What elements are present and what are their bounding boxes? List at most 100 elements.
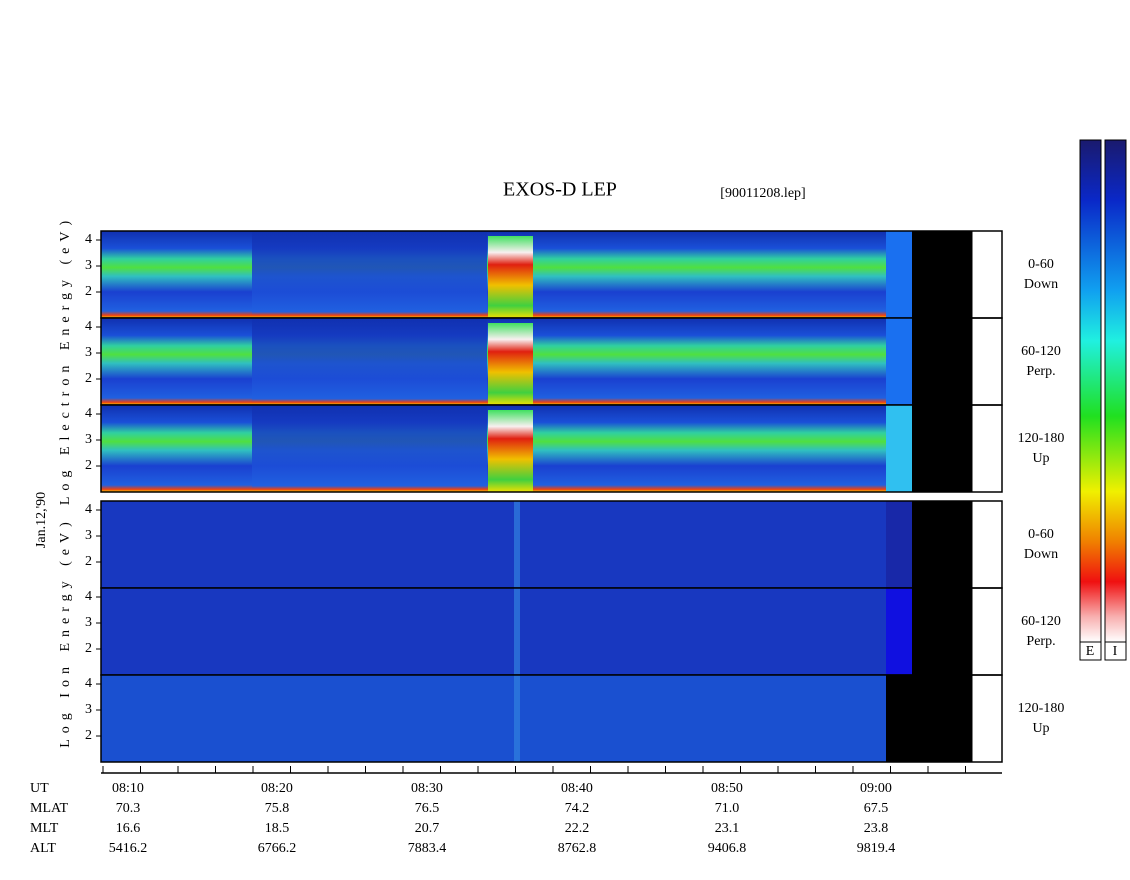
colorbar-ion — [1104, 139, 1127, 643]
spectrogram-gap — [252, 318, 487, 405]
colorbar-box — [1079, 641, 1102, 661]
panel: 2 3 4 120-180 Up — [85, 404, 1065, 493]
black-block — [912, 675, 972, 762]
electron-axis-label: Log Electron Energy (eV) — [58, 215, 73, 505]
spectrogram — [101, 588, 886, 675]
row-value: 20.7 — [415, 821, 440, 836]
panel: 2 3 4 0-60 Down — [85, 230, 1058, 319]
row-value: 16.6 — [116, 821, 141, 836]
y-tick-label: 4 — [85, 676, 92, 691]
pitch-range: 60-120 — [1021, 614, 1061, 629]
panel-frame — [100, 404, 1003, 493]
spectrogram-gap — [252, 405, 487, 492]
spectrogram-block — [886, 318, 912, 405]
spectrogram-block — [886, 675, 912, 762]
y-tick-label: 4 — [85, 502, 92, 517]
pitch-direction: Perp. — [1026, 364, 1055, 379]
pitch-direction: Up — [1032, 451, 1049, 466]
spectrogram-block — [886, 588, 912, 675]
black-block — [912, 318, 972, 405]
row-value: 9819.4 — [857, 841, 896, 856]
pitch-range: 120-180 — [1018, 431, 1065, 446]
spectrogram — [101, 501, 886, 588]
orbit-table: UT 08:10 08:20 08:30 08:40 08:50 09:00 MLAT 70.3… — [30, 781, 895, 856]
spectrogram-hot — [488, 323, 533, 405]
date-label: Jan.12,'90 — [34, 492, 49, 548]
y-tick-label: 3 — [85, 258, 92, 273]
spectrogram-block — [886, 405, 912, 492]
row-label: MLAT — [30, 801, 69, 816]
title: EXOS-D LEP — [503, 179, 617, 201]
black-block — [912, 588, 972, 675]
y-tick-label: 4 — [85, 589, 92, 604]
pitch-range: 120-180 — [1018, 701, 1065, 716]
spectrogram-panels: 2 3 4 0-60 Down 2 3 4 60-120 Perp. 2 3 4 120-180 Up 2 3 4… — [85, 230, 1065, 763]
y-tick-label: 2 — [85, 641, 92, 656]
colorbar-label: I — [1113, 644, 1118, 659]
y-tick-label: 2 — [85, 728, 92, 743]
colorbar-electron — [1079, 139, 1102, 643]
y-tick-label: 3 — [85, 528, 92, 543]
black-block — [912, 231, 972, 318]
row-value: 71.0 — [715, 801, 740, 816]
pitch-direction: Down — [1024, 547, 1058, 562]
y-tick-label: 3 — [85, 615, 92, 630]
row-value: 9406.8 — [708, 841, 747, 856]
black-block — [912, 501, 972, 588]
pitch-range: 0-60 — [1028, 527, 1054, 542]
row-label: MLT — [30, 821, 59, 836]
row-value: 08:50 — [711, 781, 743, 796]
spectrogram-streak — [514, 588, 520, 675]
panel: 2 3 4 0-60 Down — [85, 500, 1058, 589]
row-value: 08:30 — [411, 781, 443, 796]
row-value: 08:10 — [112, 781, 144, 796]
time-axis — [101, 766, 1002, 774]
row-value: 18.5 — [265, 821, 290, 836]
y-tick-label: 3 — [85, 345, 92, 360]
spectrogram-block — [886, 231, 912, 318]
row-value: 7883.4 — [408, 841, 447, 856]
row-value: 22.2 — [565, 821, 590, 836]
row-label: UT — [30, 781, 49, 796]
colorbar-box — [1104, 641, 1127, 661]
spectrogram-gap — [252, 231, 487, 318]
y-tick-label: 2 — [85, 284, 92, 299]
y-tick-label: 2 — [85, 458, 92, 473]
row-value: 5416.2 — [109, 841, 148, 856]
pitch-range: 60-120 — [1021, 344, 1061, 359]
file-name: [90011208.lep] — [720, 186, 805, 201]
y-tick-label: 4 — [85, 406, 92, 421]
spectrogram-hot — [488, 236, 533, 318]
y-tick-label: 3 — [85, 432, 92, 447]
y-tick-label: 3 — [85, 702, 92, 717]
row-value: 76.5 — [415, 801, 440, 816]
spectrogram-streak — [514, 675, 520, 762]
pitch-direction: Perp. — [1026, 634, 1055, 649]
y-tick-label: 4 — [85, 232, 92, 247]
black-block — [912, 405, 972, 492]
panel: 2 3 4 60-120 Perp. — [85, 587, 1061, 676]
row-value: 23.1 — [715, 821, 740, 836]
pitch-direction: Up — [1032, 721, 1049, 736]
panel: 2 3 4 120-180 Up — [85, 674, 1065, 763]
y-tick-label: 4 — [85, 319, 92, 334]
row-value: 75.8 — [265, 801, 290, 816]
row-value: 6766.2 — [258, 841, 297, 856]
panel-frame — [100, 674, 1003, 763]
spectrogram — [101, 675, 886, 762]
ion-axis-label: Log Ion Energy (eV) — [58, 516, 73, 748]
row-label: ALT — [30, 841, 56, 856]
spectrogram-streak — [514, 501, 520, 588]
row-value: 70.3 — [116, 801, 141, 816]
row-value: 23.8 — [864, 821, 889, 836]
spectrogram-block — [886, 501, 912, 588]
pitch-range: 0-60 — [1028, 257, 1054, 272]
colorbars: E I — [1079, 139, 1127, 661]
pitch-direction: Down — [1024, 277, 1058, 292]
row-value: 74.2 — [565, 801, 590, 816]
row-value: 08:40 — [561, 781, 593, 796]
row-value: 67.5 — [864, 801, 889, 816]
panel: 2 3 4 60-120 Perp. — [85, 317, 1061, 406]
row-value: 09:00 — [860, 781, 892, 796]
